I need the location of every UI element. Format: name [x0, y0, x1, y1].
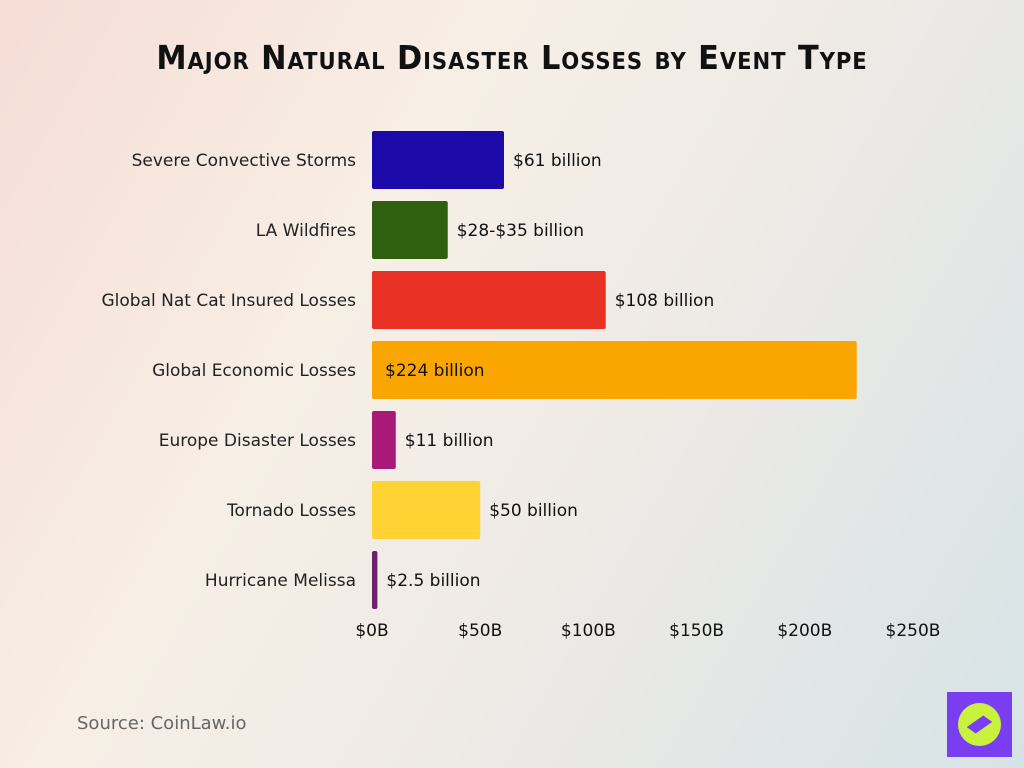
compass-logo-icon	[947, 692, 1012, 757]
bar	[372, 411, 396, 469]
x-tick-label: $200B	[777, 621, 832, 641]
bar	[372, 481, 481, 539]
category-label: Global Economic Losses	[152, 361, 356, 381]
value-label: $61 billion	[513, 151, 602, 171]
x-tick-label: $150B	[669, 621, 724, 641]
category-label: Tornado Losses	[226, 501, 356, 521]
bar	[372, 341, 857, 399]
bar	[372, 271, 606, 329]
value-label: $11 billion	[405, 431, 494, 451]
bar	[372, 131, 505, 189]
x-tick-label: $250B	[886, 621, 941, 641]
bar	[372, 201, 448, 259]
category-label: Global Nat Cat Insured Losses	[102, 291, 357, 311]
value-label: $28-$35 billion	[457, 221, 584, 241]
bar	[372, 551, 378, 609]
value-label: $224 billion	[385, 361, 485, 381]
x-tick-label: $100B	[561, 621, 616, 641]
chart-title: Major Natural Disaster Losses by Event T…	[156, 38, 868, 77]
category-label: Severe Convective Storms	[132, 151, 357, 171]
value-label: $50 billion	[489, 501, 578, 521]
value-label: $2.5 billion	[386, 571, 480, 591]
value-label: $108 billion	[615, 291, 715, 311]
category-label: Europe Disaster Losses	[159, 431, 356, 451]
category-label: Hurricane Melissa	[205, 571, 356, 591]
x-tick-label: $0B	[355, 621, 388, 641]
category-label: LA Wildfires	[256, 221, 356, 241]
source-note: Source: CoinLaw.io	[77, 713, 247, 734]
x-tick-label: $50B	[458, 621, 502, 641]
